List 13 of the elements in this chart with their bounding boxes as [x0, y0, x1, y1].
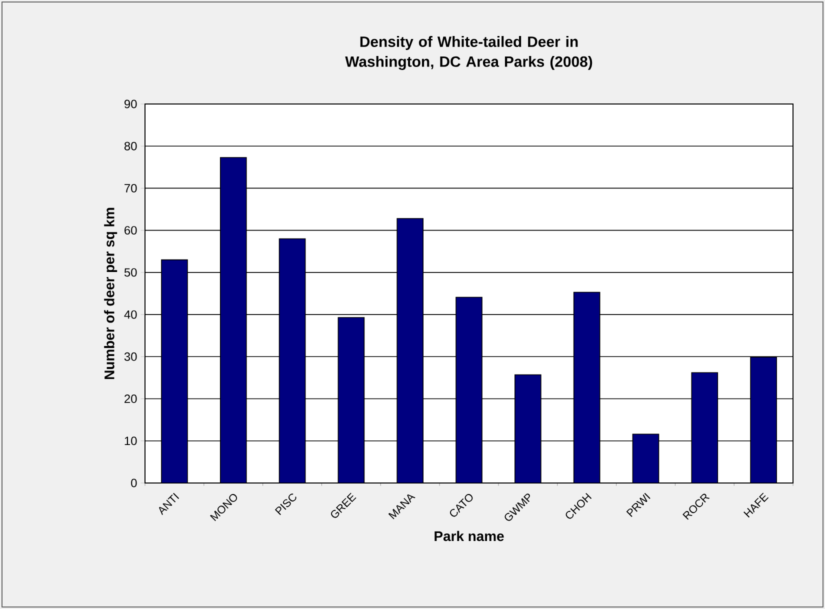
y-tick-label: 30	[124, 352, 137, 361]
y-tick-label: 40	[124, 310, 137, 319]
y-tick-label: 0	[131, 478, 137, 488]
chart-title: Density of White-tailed Deer in Washington, DC Area Parks (2008)	[345, 36, 592, 70]
y-tick-label: 10	[124, 436, 137, 446]
y-tick-label: 50	[124, 268, 137, 277]
x-axis-title: Park name	[434, 530, 504, 542]
y-axis-title: Number of deer per sq km	[104, 208, 118, 379]
y-tick-label: 20	[124, 394, 137, 403]
y-tick-label: 70	[124, 184, 137, 192]
y-tick-label: 90	[124, 100, 137, 108]
y-tick-label: 80	[124, 142, 137, 150]
y-tick-label: 60	[124, 226, 137, 235]
